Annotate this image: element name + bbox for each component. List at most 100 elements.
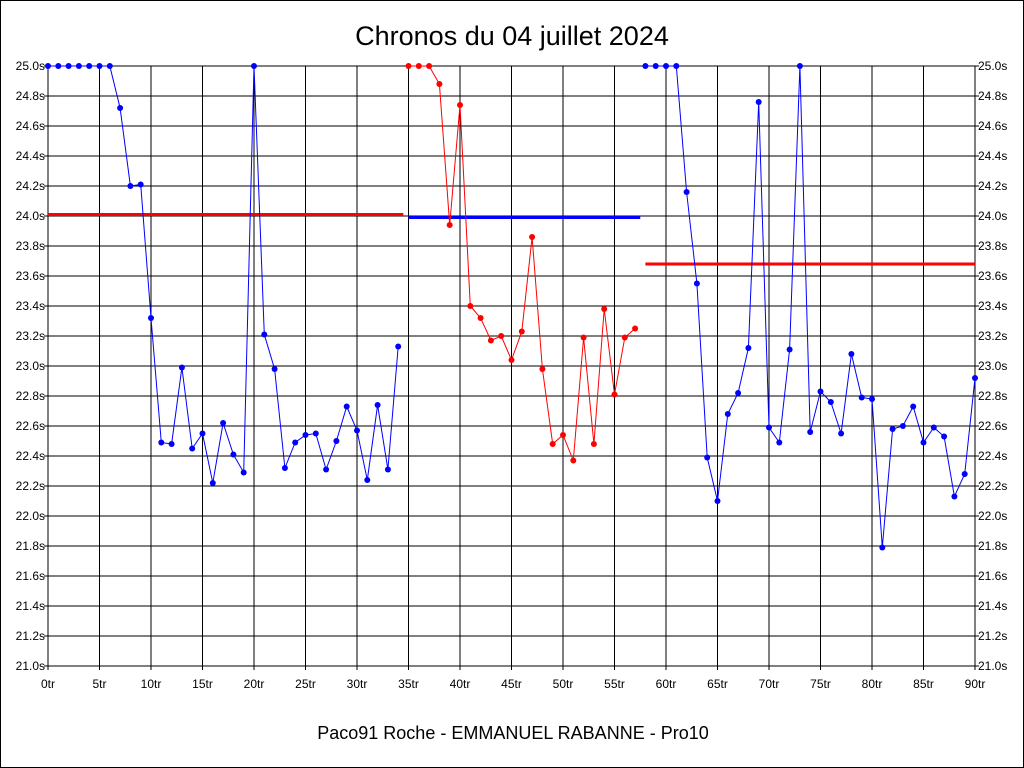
y-tick-label: 23.0s	[16, 359, 45, 373]
data-point	[714, 498, 721, 504]
data-point	[343, 403, 350, 410]
y-tick-label-right: 21.8s	[978, 539, 1007, 553]
y-tick-label: 23.4s	[16, 299, 45, 313]
y-tick-label: 21.4s	[16, 599, 45, 613]
y-tick-label: 24.0s	[16, 209, 45, 223]
data-point	[724, 411, 731, 417]
data-point	[693, 280, 700, 287]
y-tick-label: 23.8s	[16, 239, 45, 253]
data-point	[817, 388, 824, 395]
data-point	[611, 391, 618, 398]
y-tick-label-right: 23.0s	[978, 359, 1007, 373]
y-tick-label-right: 23.6s	[978, 269, 1007, 283]
y-tick-label: 22.8s	[16, 389, 45, 403]
data-point	[457, 102, 463, 108]
data-point	[106, 63, 113, 69]
y-tick-label: 21.0s	[16, 659, 45, 673]
data-point	[45, 63, 51, 69]
data-point	[86, 63, 93, 69]
data-point	[632, 325, 639, 332]
x-tick-label: 20tr	[244, 677, 265, 691]
x-tick-label: 60tr	[656, 677, 677, 691]
data-point	[75, 63, 82, 69]
y-tick-label: 24.4s	[16, 149, 45, 163]
data-point	[755, 99, 762, 105]
data-point	[848, 351, 855, 357]
y-tick-label: 24.2s	[16, 179, 45, 193]
data-point	[487, 337, 494, 344]
y-tick-label-right: 21.2s	[978, 629, 1007, 643]
data-point	[65, 63, 72, 69]
y-tick-label: 24.8s	[16, 89, 45, 103]
grid	[47, 65, 976, 667]
x-tick-label: 55tr	[604, 677, 625, 691]
average-lines	[48, 213, 975, 266]
x-tick-label: 75tr	[810, 677, 831, 691]
y-tick-label: 23.6s	[16, 269, 45, 283]
data-point	[941, 433, 948, 440]
y-axis-left: 25.0s 24.8s 24.6s 24.4s 24.2s 24.0s 23.8s 23.6s…	[16, 59, 48, 673]
x-tick-label: 65tr	[707, 677, 728, 691]
data-point	[415, 63, 422, 69]
data-point	[292, 439, 299, 446]
y-tick-label: 22.6s	[16, 419, 45, 433]
data-point	[230, 451, 237, 458]
y-tick-label-right: 24.0s	[978, 209, 1007, 223]
y-tick-label-right: 22.8s	[978, 389, 1007, 403]
data-point	[529, 234, 536, 240]
data-point	[920, 439, 927, 446]
data-point	[580, 334, 587, 341]
series-line	[645, 65, 976, 548]
data-point	[323, 466, 330, 473]
data-point	[199, 430, 206, 437]
data-point	[148, 315, 154, 321]
y-tick-label-right: 22.6s	[978, 419, 1007, 433]
data-point	[240, 469, 247, 476]
data-point	[364, 477, 371, 483]
y-tick-label-right: 25.0s	[978, 59, 1007, 73]
y-tick-label: 21.6s	[16, 569, 45, 583]
data-point	[178, 364, 185, 371]
series-1	[45, 63, 402, 486]
data-point	[889, 426, 896, 432]
data-point	[858, 394, 865, 401]
data-point	[281, 465, 288, 471]
series-group	[45, 63, 978, 551]
data-point	[158, 439, 165, 446]
data-point	[508, 357, 515, 363]
x-tick-label: 5tr	[92, 677, 106, 691]
data-point	[117, 105, 124, 111]
chart-subtitle: Paco91 Roche - EMMANUEL RABANNE - Pro10	[317, 723, 708, 743]
data-point	[374, 402, 381, 408]
data-point	[776, 439, 783, 446]
data-point	[951, 493, 958, 500]
data-point	[961, 471, 968, 477]
data-point	[446, 222, 453, 228]
data-point	[673, 63, 680, 69]
y-tick-label: 21.2s	[16, 629, 45, 643]
data-point	[560, 432, 566, 438]
y-tick-label-right: 23.4s	[978, 299, 1007, 313]
data-point	[189, 445, 196, 452]
y-tick-label: 22.4s	[16, 449, 45, 463]
y-tick-label-right: 24.6s	[978, 119, 1007, 133]
data-point	[436, 81, 443, 87]
data-point	[261, 331, 268, 338]
y-tick-label: 21.8s	[16, 539, 45, 553]
data-point	[796, 63, 803, 69]
data-point	[879, 544, 886, 551]
y-tick-label-right: 22.4s	[978, 449, 1007, 463]
x-tick-label: 70tr	[759, 677, 780, 691]
data-point	[127, 183, 134, 189]
x-tick-label: 35tr	[398, 677, 419, 691]
y-tick-label: 25.0s	[16, 59, 45, 73]
data-point	[55, 63, 62, 69]
data-point	[930, 424, 937, 431]
data-point	[972, 375, 978, 381]
data-point	[251, 63, 257, 69]
y-tick-label-right: 21.4s	[978, 599, 1007, 613]
y-tick-label-right: 23.8s	[978, 239, 1007, 253]
y-tick-label-right: 21.6s	[978, 569, 1007, 583]
data-point	[539, 366, 546, 372]
